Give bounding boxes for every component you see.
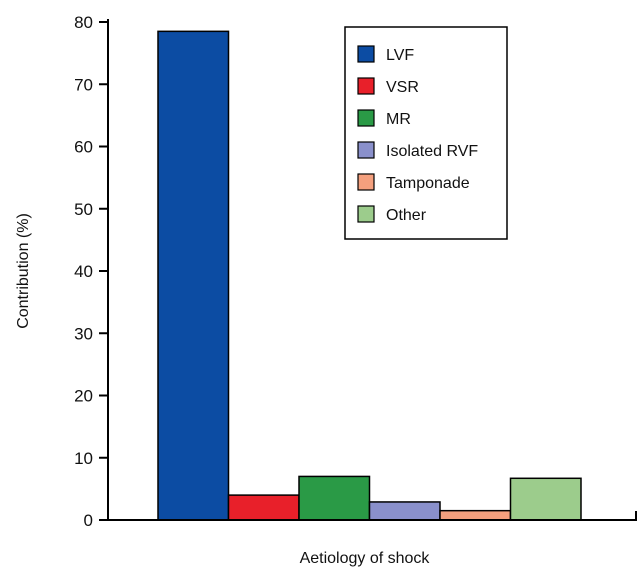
legend-swatch xyxy=(357,45,375,63)
legend-label: Tamponade xyxy=(386,175,470,192)
legend-label: Isolated RVF xyxy=(386,143,478,160)
legend-swatch xyxy=(357,205,375,223)
y-tick-label: 10 xyxy=(74,449,93,468)
legend-swatch xyxy=(357,109,375,127)
y-tick-label: 40 xyxy=(74,262,93,281)
y-tick-label: 30 xyxy=(74,324,93,343)
y-tick-label: 60 xyxy=(74,138,93,157)
legend-label: MR xyxy=(386,111,411,128)
legend-label: Other xyxy=(386,207,427,224)
bar-isolated-rvf xyxy=(368,501,441,521)
legend-label: LVF xyxy=(386,47,414,64)
legend-swatch xyxy=(357,173,375,191)
bars-group xyxy=(157,30,582,521)
legend: LVF VSR MR Isolated RVF Tamponade Other xyxy=(344,26,508,240)
y-ticks-group: 0 10 20 30 40 50 60 70 80 xyxy=(74,13,108,530)
legend-swatch xyxy=(357,77,375,95)
bar-lvf xyxy=(157,30,230,521)
legend-swatch xyxy=(357,141,375,159)
y-tick-label: 0 xyxy=(84,511,93,530)
y-tick-label: 20 xyxy=(74,387,93,406)
x-axis-title: Aetiology of shock xyxy=(300,550,431,567)
bar-vsr xyxy=(227,494,300,521)
y-tick-label: 50 xyxy=(74,200,93,219)
legend-box xyxy=(344,26,508,240)
bar-mr xyxy=(298,475,371,521)
legend-label: VSR xyxy=(386,79,419,96)
y-tick-label: 70 xyxy=(74,75,93,94)
bar-tamponade xyxy=(439,509,512,521)
y-tick-label: 80 xyxy=(74,13,93,32)
y-axis-title: Contribution (%) xyxy=(15,213,32,329)
bar-other xyxy=(509,477,582,521)
